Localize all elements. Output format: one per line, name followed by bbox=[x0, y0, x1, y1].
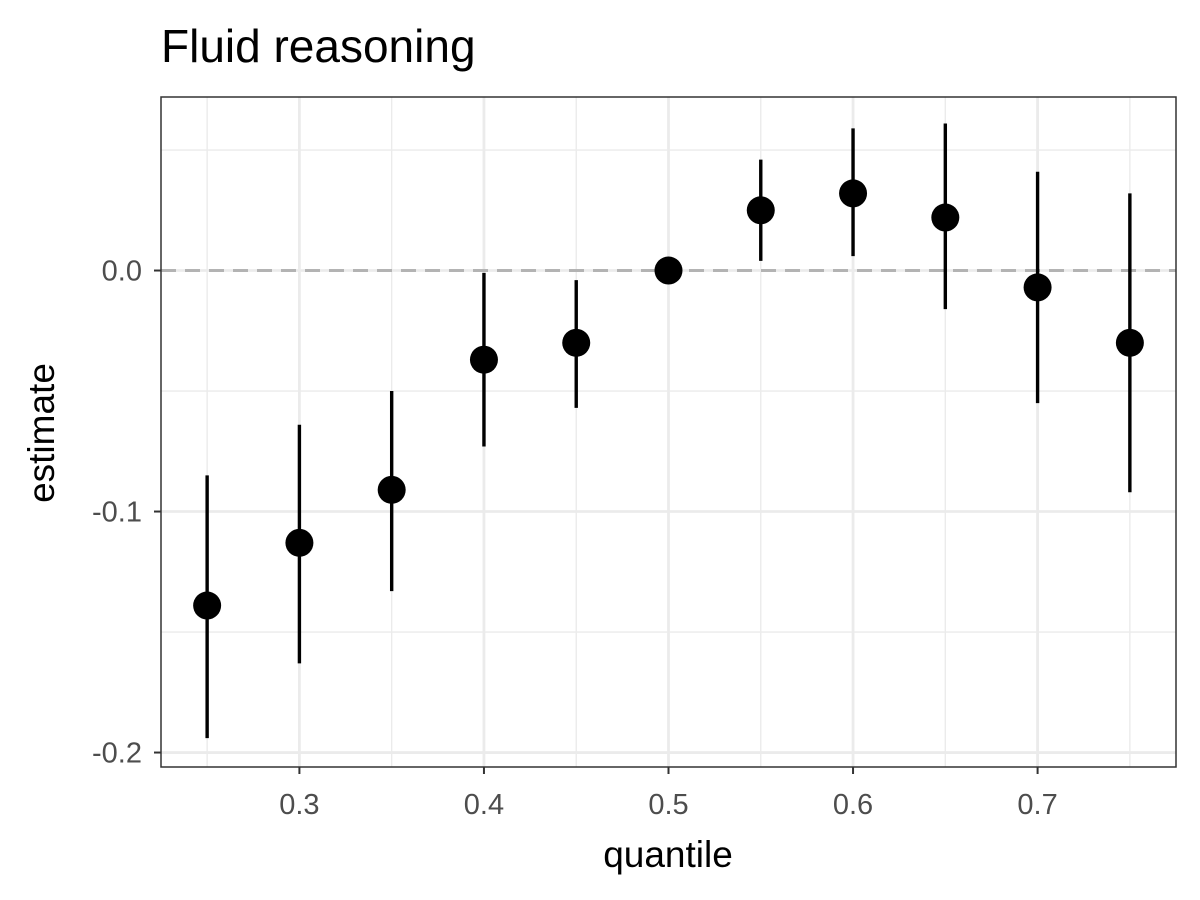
data-point bbox=[193, 591, 222, 620]
x-axis-title: quantile bbox=[603, 834, 733, 875]
data-point bbox=[285, 528, 314, 557]
plot-area: 0.3 0.4 0.5 0.6 0.7 -0.2 -0.1 0.0 bbox=[92, 96, 1177, 821]
x-tick-label: 0.3 bbox=[279, 789, 319, 821]
x-tick-label: 0.7 bbox=[1017, 789, 1057, 821]
chart-title: Fluid reasoning bbox=[161, 20, 476, 72]
y-tick-label: 0.0 bbox=[102, 256, 142, 288]
data-point bbox=[1023, 273, 1052, 302]
x-tick-label: 0.6 bbox=[833, 789, 873, 821]
data-point bbox=[377, 475, 406, 504]
x-tick-label: 0.5 bbox=[648, 789, 688, 821]
data-point bbox=[746, 196, 775, 225]
y-tick-label: -0.1 bbox=[92, 497, 142, 529]
data-point bbox=[839, 179, 868, 208]
data-point bbox=[562, 328, 591, 357]
y-tick-label: -0.2 bbox=[92, 738, 142, 770]
data-point bbox=[654, 256, 683, 285]
data-point bbox=[1115, 328, 1144, 357]
y-axis-title: estimate bbox=[21, 363, 62, 503]
data-point bbox=[469, 345, 498, 374]
x-tick-label: 0.4 bbox=[464, 789, 504, 821]
data-point bbox=[931, 203, 960, 232]
